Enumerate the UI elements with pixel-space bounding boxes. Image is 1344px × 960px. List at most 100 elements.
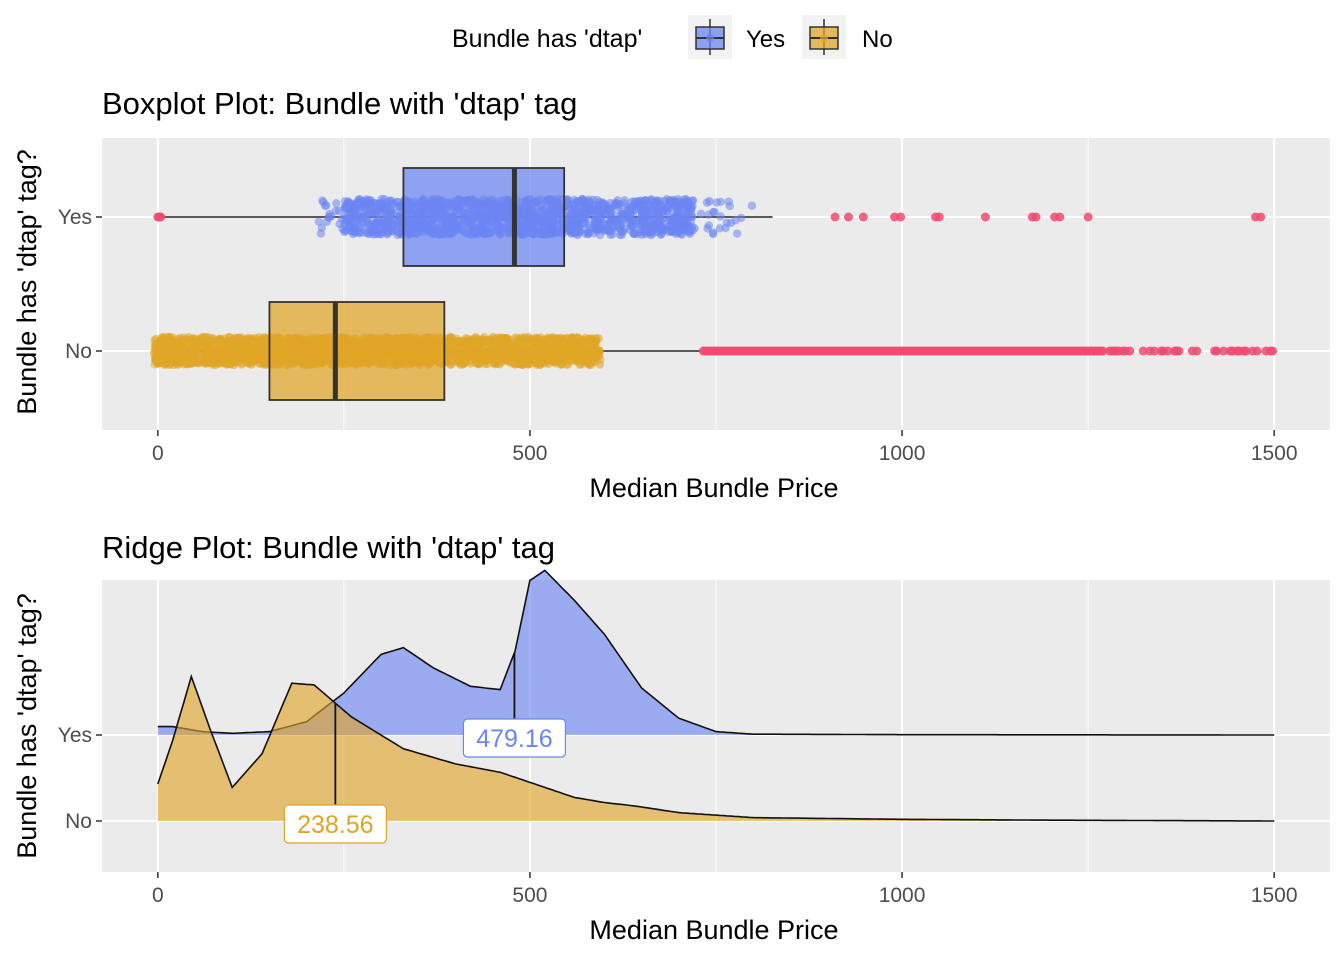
jitter-point [332, 199, 341, 208]
jitter-point [705, 197, 714, 206]
outlier-point [1192, 346, 1202, 356]
jitter-point [649, 200, 658, 209]
jitter-point [394, 207, 403, 217]
jitter-point [490, 346, 499, 356]
outlier-point [1241, 346, 1251, 356]
y-tick-label-no: No [65, 810, 92, 833]
box [402, 167, 566, 267]
jitter-point [577, 339, 586, 348]
jitter-point [198, 333, 207, 342]
jitter-point [659, 205, 669, 214]
ridge-area [157, 676, 1275, 821]
jitter-point [568, 349, 577, 359]
jitter-point [586, 341, 595, 350]
outlier-point [1138, 346, 1148, 356]
jitter-point [680, 215, 689, 225]
jitter-point [456, 338, 465, 347]
jitter-point [726, 218, 736, 228]
jitter-point [350, 205, 359, 214]
legend-title: Bundle has 'dtap' [452, 25, 642, 53]
jitter-point [186, 336, 196, 346]
jitter-point [460, 358, 469, 367]
jitter-point [448, 336, 458, 346]
jitter-point [231, 333, 240, 342]
jitter-point [686, 201, 696, 211]
jitter-point [322, 201, 331, 210]
jitter-point [376, 213, 386, 222]
boxplot-ylabel: Bundle has 'dtap' tag? [12, 149, 42, 415]
jitter-point [548, 355, 557, 364]
outlier-point [980, 212, 990, 222]
jitter-point [568, 333, 577, 343]
jitter-point [240, 335, 249, 344]
jitter-point [368, 221, 378, 231]
jitter-point [167, 336, 176, 345]
ridge-title: Ridge Plot: Bundle with 'dtap' tag [102, 530, 555, 565]
jitter-point [501, 347, 510, 356]
jitter-point [629, 223, 638, 232]
jitter-point [566, 225, 575, 234]
jitter-point [205, 340, 214, 349]
x-tick-label: 0 [152, 884, 164, 907]
jitter-point [183, 347, 193, 356]
outlier-point [1125, 346, 1135, 356]
jitter-point [712, 198, 721, 207]
jitter-point [716, 212, 725, 221]
ridge-yes: 479.16 [157, 569, 1275, 758]
jitter-point [680, 199, 689, 208]
outlier-point [1256, 212, 1266, 222]
jitter-point [696, 209, 706, 218]
jitter-point [358, 228, 367, 237]
jitter-point [235, 342, 244, 351]
legend-label-no: No [862, 26, 893, 53]
jitter-point [480, 333, 489, 342]
x-tick-label: 0 [152, 442, 164, 465]
jitter-point [685, 228, 694, 237]
jitter-point [664, 216, 673, 226]
jitter-point [604, 226, 613, 235]
jitter-point [349, 211, 358, 220]
jitter-point [614, 223, 624, 232]
jitter-point [475, 340, 484, 349]
legend: Bundle has 'dtap' Yes No [452, 15, 893, 59]
ridge-ylabel: Bundle has 'dtap' tag? [12, 593, 42, 859]
jitter-point [227, 357, 236, 366]
outlier-point [1252, 346, 1262, 356]
jitter-point [710, 207, 719, 217]
jitter-point [170, 354, 179, 363]
jitter-point [550, 345, 559, 355]
ridge-xlabel: Median Bundle Price [589, 915, 838, 945]
jitter-point [151, 353, 160, 362]
jitter-point [331, 206, 340, 215]
jitter-point [483, 351, 492, 361]
jitter-point [582, 351, 591, 361]
y-tick-label-yes: Yes [58, 724, 92, 747]
jitter-point [595, 230, 605, 240]
jitter-point [234, 349, 244, 358]
ridge-outline [157, 569, 1275, 736]
jitter-point [537, 355, 547, 365]
x-tick-label: 500 [512, 442, 547, 465]
jitter-point [736, 213, 746, 223]
jitter-point [592, 353, 602, 362]
jitter-point [520, 354, 530, 363]
jitter-point [645, 212, 654, 222]
jitter-point [543, 333, 552, 342]
median-label: 238.56 [297, 811, 373, 839]
jitter-point [515, 346, 525, 355]
jitter-point [522, 346, 531, 356]
jitter-point [574, 228, 584, 237]
jitter-point [385, 216, 394, 225]
jitter-point [629, 201, 638, 210]
jitter-point [580, 196, 589, 205]
jitter-point [585, 226, 594, 235]
outlier-point [830, 212, 840, 222]
outlier-point [1212, 346, 1222, 356]
jitter-point [600, 199, 610, 209]
jitter-point [567, 219, 577, 228]
jitter-point [688, 212, 697, 221]
jitter-point [556, 360, 565, 369]
ridge-panel: 0 500 1000 1500 Yes No 479.16 238.56 [58, 569, 1330, 907]
ridge-no: 238.56 [157, 673, 1275, 844]
jitter-point [257, 356, 266, 365]
